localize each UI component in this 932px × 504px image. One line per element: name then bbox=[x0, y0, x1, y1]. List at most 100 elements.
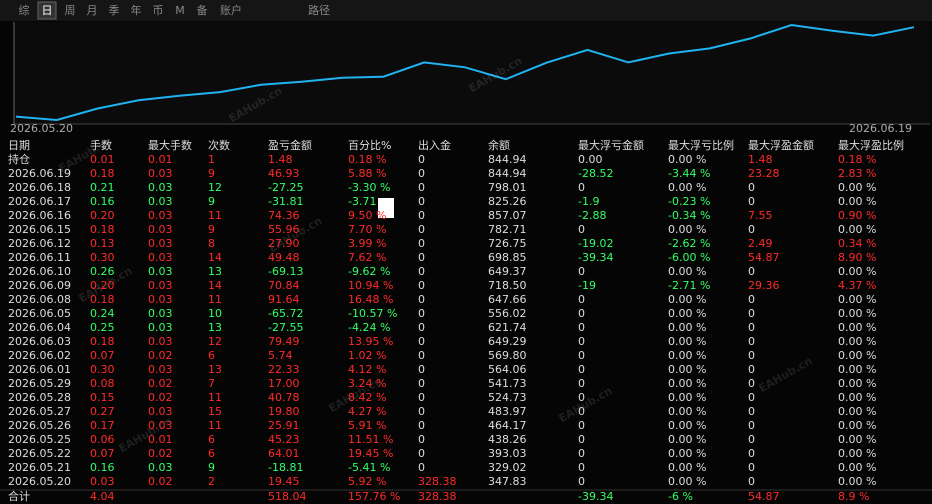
table-cell: 0 bbox=[418, 153, 425, 166]
table-cell: 0.03 bbox=[148, 363, 173, 376]
tab[interactable]: 年 bbox=[131, 3, 142, 17]
table-cell: 541.73 bbox=[488, 377, 527, 390]
table-cell: 0 bbox=[748, 307, 755, 320]
table-cell: -19.02 bbox=[578, 237, 613, 250]
table-cell: 0.00 % bbox=[838, 181, 876, 194]
table-cell: -3.71 bbox=[348, 195, 376, 208]
table-cell: 0.18 % bbox=[838, 153, 876, 166]
table-cell: 0 bbox=[418, 279, 425, 292]
tab[interactable]: 月 bbox=[87, 4, 98, 17]
table-header: 最大浮盈金额 bbox=[748, 138, 814, 152]
tab[interactable]: 日 bbox=[42, 4, 53, 17]
table-cell: 13.95 % bbox=[348, 335, 393, 348]
table-cell: 0.00 % bbox=[668, 447, 706, 460]
table-cell: 22.33 bbox=[268, 363, 300, 376]
table-cell: 0 bbox=[748, 181, 755, 194]
table-header: 最大浮盈比例 bbox=[838, 138, 904, 152]
table-cell: 17.00 bbox=[268, 377, 300, 390]
table-cell: 0 bbox=[418, 251, 425, 264]
table-cell: 0.00 % bbox=[838, 293, 876, 306]
tab[interactable]: M bbox=[175, 4, 185, 17]
table-cell: 347.83 bbox=[488, 475, 527, 488]
table-header: 余额 bbox=[488, 138, 510, 152]
table-cell: -0.23 % bbox=[668, 195, 710, 208]
table-cell: 0.02 bbox=[148, 391, 173, 404]
table-header: 百分比% bbox=[348, 139, 391, 152]
table-cell: 0 bbox=[578, 349, 585, 362]
table-cell: 647.66 bbox=[488, 293, 527, 306]
table-cell: 0.16 bbox=[90, 195, 115, 208]
table-cell: 0.30 bbox=[90, 363, 115, 376]
table-cell: 328.38 bbox=[418, 475, 457, 488]
table-cell: 55.96 bbox=[268, 223, 300, 236]
table-cell: 0 bbox=[748, 377, 755, 390]
table-cell: 4.12 % bbox=[348, 363, 386, 376]
table-cell: 0 bbox=[748, 321, 755, 334]
table-cell: 0.03 bbox=[148, 335, 173, 348]
table-cell: 0 bbox=[578, 419, 585, 432]
table-cell: 0 bbox=[748, 447, 755, 460]
table-cell: 0.03 bbox=[148, 181, 173, 194]
chart-date-end: 2026.06.19 bbox=[849, 122, 912, 135]
table-cell: 0.27 bbox=[90, 405, 115, 418]
total-cell: 157.76 % bbox=[348, 490, 400, 503]
tab[interactable]: 备 bbox=[197, 3, 208, 17]
table-cell: 0.00 % bbox=[838, 321, 876, 334]
row-date: 2026.06.12 bbox=[8, 237, 71, 250]
table-cell: -2.62 % bbox=[668, 237, 710, 250]
table-cell: 13 bbox=[208, 265, 222, 278]
total-cell: 8.9 % bbox=[838, 490, 869, 503]
cursor-box bbox=[378, 198, 394, 218]
row-date: 2026.06.04 bbox=[8, 321, 71, 334]
table-cell: 7.55 bbox=[748, 209, 773, 222]
table-cell: 0 bbox=[578, 433, 585, 446]
table-cell: 14 bbox=[208, 279, 222, 292]
table-cell: 0 bbox=[418, 209, 425, 222]
table-cell: 0 bbox=[418, 181, 425, 194]
table-cell: 0 bbox=[748, 265, 755, 278]
table-cell: 0 bbox=[578, 447, 585, 460]
total-cell: 328.38 bbox=[418, 490, 457, 503]
table-cell: 0.00 % bbox=[838, 475, 876, 488]
table-cell: 0.24 bbox=[90, 307, 115, 320]
table-cell: 0 bbox=[418, 307, 425, 320]
table-cell: 0 bbox=[418, 195, 425, 208]
table-cell: 857.07 bbox=[488, 209, 527, 222]
table-cell: 5.92 % bbox=[348, 475, 386, 488]
table-cell: 25.91 bbox=[268, 419, 300, 432]
table-cell: 844.94 bbox=[488, 153, 527, 166]
tab[interactable]: 综 bbox=[19, 3, 30, 17]
table-cell: 0.00 bbox=[578, 153, 603, 166]
table-cell: 0.00 % bbox=[668, 363, 706, 376]
tab[interactable]: 季 bbox=[109, 4, 120, 17]
table-cell: 0 bbox=[578, 181, 585, 194]
table-cell: 0.02 bbox=[148, 349, 173, 362]
path-label[interactable]: 路径 bbox=[308, 4, 330, 17]
table-cell: 12 bbox=[208, 335, 222, 348]
table-cell: 0.30 bbox=[90, 251, 115, 264]
table-cell: 0.00 % bbox=[838, 447, 876, 460]
table-cell: 0.00 % bbox=[668, 349, 706, 362]
table-cell: 0.13 bbox=[90, 237, 115, 250]
table-cell: 12 bbox=[208, 181, 222, 194]
table-cell: -19 bbox=[578, 279, 596, 292]
table-cell: 0.00 % bbox=[838, 363, 876, 376]
table-cell: 0 bbox=[578, 321, 585, 334]
tab[interactable]: 账户 bbox=[220, 3, 242, 17]
row-date: 2026.06.17 bbox=[8, 195, 71, 208]
table-cell: 0.21 bbox=[90, 181, 115, 194]
table-cell: 5.88 % bbox=[348, 167, 386, 180]
row-date: 2026.06.09 bbox=[8, 279, 71, 292]
table-cell: 698.85 bbox=[488, 251, 527, 264]
table-cell: 6 bbox=[208, 447, 215, 460]
table-cell: 0.07 bbox=[90, 447, 115, 460]
table-cell: 13 bbox=[208, 363, 222, 376]
table-cell: 11 bbox=[208, 391, 222, 404]
table-cell: 393.03 bbox=[488, 447, 527, 460]
tab[interactable]: 周 bbox=[65, 4, 76, 17]
table-cell: 1.02 % bbox=[348, 349, 386, 362]
table-cell: 49.48 bbox=[268, 251, 300, 264]
tab[interactable]: 币 bbox=[153, 4, 164, 17]
table-cell: 0.03 bbox=[148, 223, 173, 236]
